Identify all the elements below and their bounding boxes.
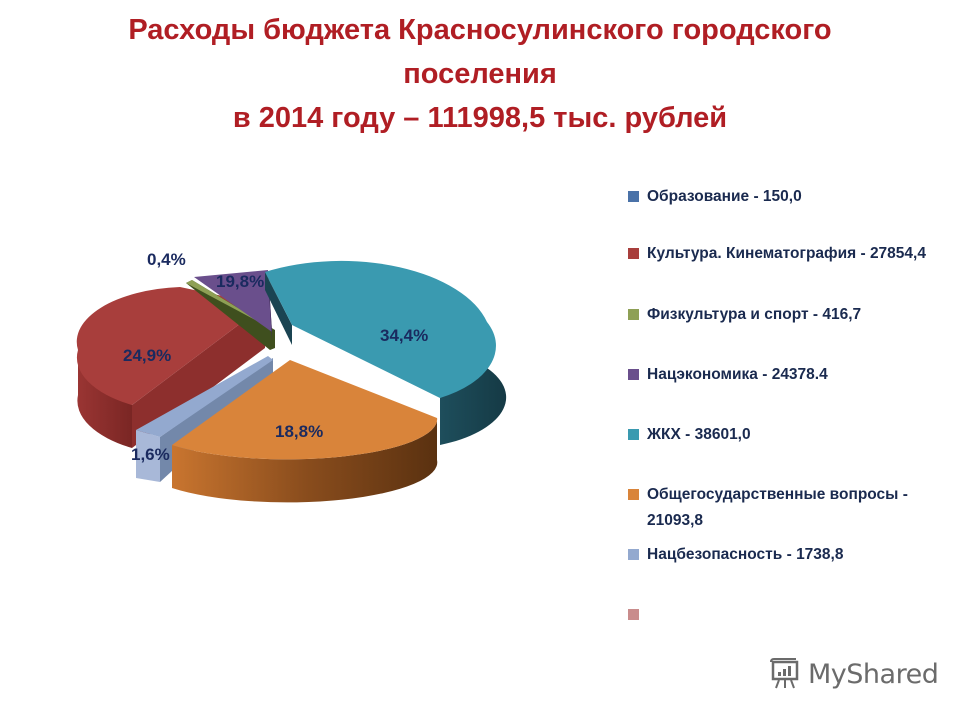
label-fizkult: 0,4% [147,250,186,269]
label-nacekon: 19,8% [216,272,264,291]
legend-item-obshchegos: Общегосударственные вопросы - 21093,8 [628,482,928,534]
legend-swatch [628,309,639,320]
legend-swatch [628,489,639,500]
legend-swatch [628,191,639,202]
title-line-2: поселения [403,58,557,90]
presentation-board-icon [770,658,799,689]
label-kultura: 24,9% [123,346,171,365]
legend-item-nacbezopasnost: Нацбезопасность - 1738,8 [628,542,928,568]
label-nacbez: 1,6% [131,445,170,464]
slice-zhkh [265,260,507,445]
slice-obshchegos [172,360,438,503]
slice-kultura [76,287,266,448]
legend-swatch [628,609,639,620]
legend-item-kultura: Культура. Кинематография - 27854,4 [628,241,928,267]
title-line-1: Расходы бюджета Красносулинского городск… [128,14,832,46]
title-line-3: в 2014 году – 111998,5 тыс. рублей [232,102,728,134]
legend-item-fizkultura: Физкультура и спорт - 416,7 [628,302,928,328]
legend-swatch [628,248,639,259]
label-zhkh: 34,4% [380,326,428,345]
legend-item-nacekonomika: Нацэкономика - 24378.4 [628,362,928,388]
watermark: MyShared [768,656,939,692]
legend-swatch [628,549,639,560]
chart-title: Расходы бюджета Красносулинского городск… [0,8,960,140]
legend-item-obrazovanie: Образование - 150,0 [628,184,928,210]
legend-item-zhkh: ЖКХ - 38601,0 [628,422,928,448]
legend-swatch [628,429,639,440]
watermark-text: MyShared [808,658,939,690]
legend-swatch [628,369,639,380]
label-obshch: 18,8% [275,422,323,441]
